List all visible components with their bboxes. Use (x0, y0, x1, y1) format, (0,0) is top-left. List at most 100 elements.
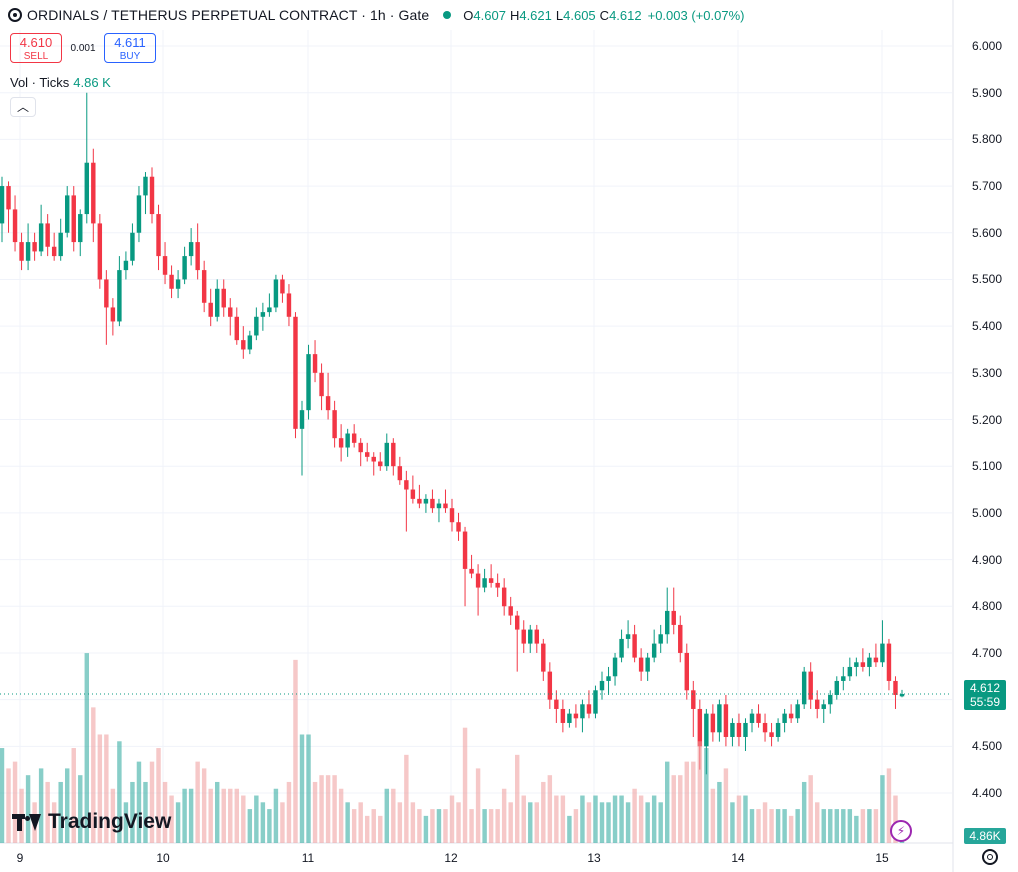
candle-body (280, 279, 285, 294)
volume-bar (521, 795, 526, 843)
volume-bar (254, 795, 259, 843)
candle-body (801, 671, 807, 705)
volume-bar (749, 809, 755, 843)
volume-bar (430, 809, 435, 843)
price-tick-label: 5.300 (971, 365, 1002, 380)
candle-body (762, 722, 768, 733)
sell-label: SELL (23, 51, 49, 62)
price-tick-label: 4.700 (971, 645, 1002, 660)
candle-body (156, 214, 161, 257)
candle-body (345, 433, 350, 448)
chevron-up-icon[interactable]: ︿ (10, 97, 36, 117)
candle-body (299, 410, 305, 429)
volume-bar (684, 761, 689, 843)
volume-label: Vol · Ticks (10, 75, 70, 90)
volume-bar (632, 788, 637, 843)
volume-bar (528, 802, 533, 843)
volume-bar (365, 815, 370, 843)
volume-bar (743, 795, 748, 843)
ordinals-logo-icon (8, 8, 22, 22)
candle-body (775, 722, 781, 737)
candle-body (821, 704, 826, 709)
candle-body (449, 508, 455, 523)
price-tick-label: 5.100 (971, 459, 1002, 474)
volume-bar (110, 788, 116, 843)
volume-bar (182, 788, 187, 843)
candle-body (717, 704, 722, 733)
candle-body (723, 704, 729, 737)
volume-bar (71, 748, 76, 843)
volume-bar (136, 761, 142, 843)
candle-body (260, 312, 266, 317)
volume-bar (410, 802, 416, 843)
volume-bar (162, 781, 168, 843)
volume-bar (723, 768, 729, 843)
volume-bar (508, 802, 513, 843)
volume-bar (488, 809, 494, 843)
candle-body (71, 195, 76, 243)
candle-body (430, 498, 435, 509)
lightning-icon[interactable]: ⚡ (890, 820, 912, 842)
tradingview-logo[interactable]: TradingView (12, 810, 171, 834)
volume-bar (404, 754, 409, 843)
volume-bar (175, 802, 181, 843)
candle-body (684, 652, 689, 691)
volume-bar (730, 802, 735, 843)
volume-bar (762, 802, 768, 843)
sell-button[interactable]: 4.610 SELL (10, 33, 62, 63)
symbol-title[interactable]: ORDINALS / TETHERUS PERPETUAL CONTRACT ·… (27, 7, 430, 23)
volume-bar (586, 802, 592, 843)
volume-bar (12, 761, 18, 843)
close-label: C (599, 7, 610, 23)
candle-body (704, 713, 709, 747)
candle-body (104, 279, 109, 308)
high-value: 4.621 (519, 7, 552, 23)
volume-bar (215, 781, 220, 843)
candle-body (436, 503, 442, 509)
candle-body (241, 340, 246, 350)
volume-bar (273, 788, 279, 843)
price-tick-label: 5.400 (971, 319, 1002, 334)
price-tick-label: 4.400 (971, 786, 1002, 800)
candle-body (554, 699, 559, 709)
buy-button[interactable]: 4.611 BUY (104, 33, 156, 63)
volume-bar (443, 809, 448, 843)
candle-body (365, 452, 370, 457)
candle-body (325, 396, 331, 411)
volume-bar (6, 768, 11, 843)
candle-body (417, 498, 422, 504)
volume-bar (808, 775, 813, 843)
candle-body (6, 186, 11, 210)
volume-bar (469, 809, 474, 843)
volume-bar (397, 802, 403, 843)
volume-bar (449, 795, 455, 843)
candle-body (880, 643, 885, 663)
close-value: 4.612 (609, 7, 642, 23)
candle-body (834, 680, 839, 695)
time-tick-label: 10 (156, 851, 170, 865)
candle-body (886, 643, 892, 681)
candle-body (645, 657, 650, 672)
candle-body (371, 456, 376, 462)
volume-bar (65, 768, 70, 843)
volume-bar (886, 768, 892, 843)
candle-body (32, 242, 37, 252)
volume-legend[interactable]: Vol · Ticks 4.86 K (10, 75, 111, 90)
volume-bar (45, 781, 50, 843)
volume-bar (267, 809, 272, 843)
volume-bar (691, 761, 696, 843)
price-tick-label: 5.800 (971, 132, 1002, 147)
candle-body (599, 680, 605, 691)
candle-body (593, 690, 598, 714)
candle-body (475, 573, 481, 588)
gear-icon[interactable] (982, 849, 998, 865)
volume-bar (606, 802, 611, 843)
buy-label: BUY (119, 51, 141, 62)
candle-body (488, 578, 494, 583)
volume-bar (319, 775, 324, 843)
price-tick-label: 5.900 (971, 85, 1002, 100)
volume-bar (169, 795, 174, 843)
volume-bar (560, 795, 566, 843)
candle-body (182, 256, 187, 280)
